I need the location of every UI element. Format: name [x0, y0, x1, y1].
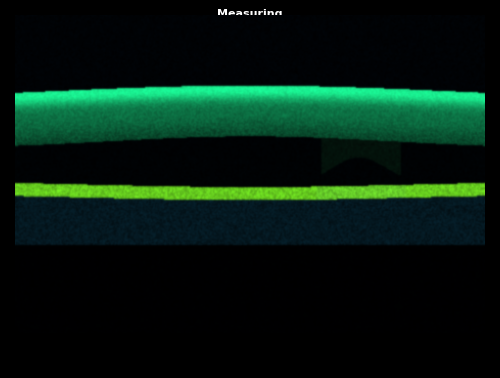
Text: PED: PED — [315, 92, 343, 105]
Text: Measuring
SRF width: Measuring SRF width — [217, 9, 283, 31]
Text: Measuring
ONL thickness: Measuring ONL thickness — [90, 170, 179, 192]
Text: Measuring
SRF height: Measuring SRF height — [125, 223, 193, 245]
